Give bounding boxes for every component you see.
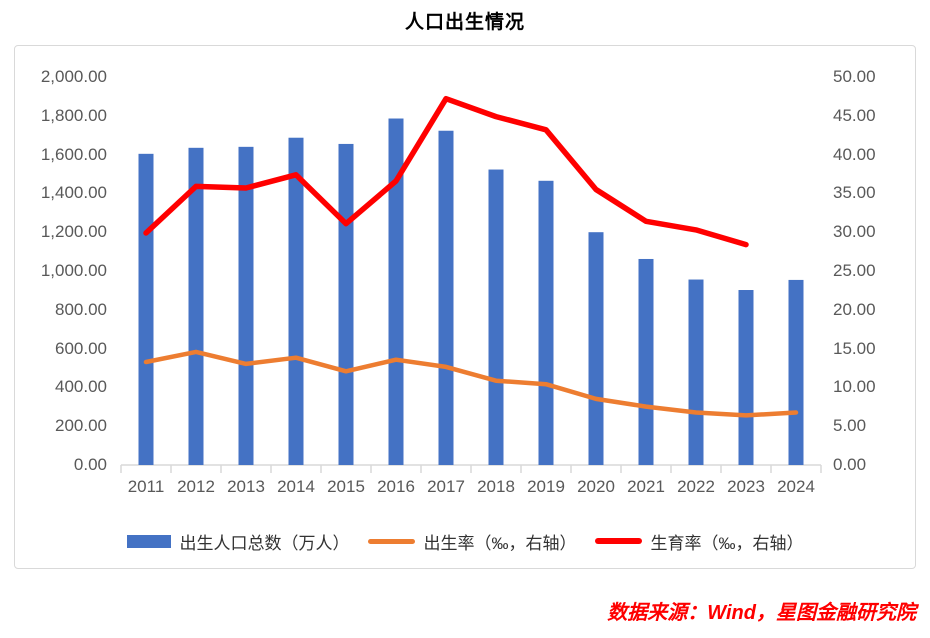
axis-tick-label: 15.00	[833, 338, 876, 358]
x-axis-year-label: 2022	[677, 477, 715, 496]
plot-area	[120, 95, 822, 473]
axis-tick-label: 600.00	[55, 338, 107, 358]
x-axis-year-label: 2011	[127, 477, 165, 496]
legend-item-births: 出生人口总数（万人）	[126, 529, 350, 554]
axis-tick-label: 400.00	[55, 377, 107, 397]
births-bar-swatch-icon	[126, 534, 171, 548]
legend-label-births: 出生人口总数（万人）	[179, 533, 350, 553]
x-axis-year-label: 2020	[577, 477, 615, 496]
bar-births	[688, 279, 704, 465]
axis-tick-label: 45.00	[833, 105, 876, 125]
birth-rate-line-swatch-icon	[367, 538, 415, 544]
axis-tick-label: 1,200.00	[40, 222, 107, 242]
axis-tick-label: 30.00	[833, 222, 876, 242]
x-axis-year-label: 2021	[627, 477, 665, 496]
bar-births	[788, 279, 804, 465]
legend-label-birth-rate: 出生率（‰，右轴）	[423, 533, 577, 553]
bar-births	[588, 232, 604, 465]
x-axis-year-label: 2019	[527, 477, 565, 496]
legend-item-fertility-rate: 生育率（‰，右轴）	[594, 529, 804, 554]
bar-births	[438, 130, 454, 465]
bar-births	[638, 258, 654, 465]
axis-tick-label: 2,000.00	[40, 67, 107, 86]
axis-tick-label: 1,000.00	[40, 261, 107, 280]
x-axis-year-label: 2024	[777, 477, 815, 496]
x-axis-year-label: 2017	[427, 477, 465, 496]
axis-tick-label: 800.00	[55, 299, 107, 319]
axis-tick-label: 40.00	[833, 144, 876, 164]
axis-tick-label: 200.00	[55, 416, 107, 436]
bar-births	[338, 143, 354, 465]
x-axis-year-label: 2015	[327, 477, 365, 496]
axis-tick-label: 35.00	[833, 183, 876, 203]
chart-title: 人口出生情况	[404, 12, 525, 33]
x-axis-year-label: 2012	[177, 477, 215, 496]
birth-rate-line	[143, 349, 799, 418]
bar-births	[138, 153, 154, 465]
x-axis-year-label: 2016	[377, 477, 415, 496]
legend: 出生人口总数（万人） 出生率（‰，右轴） 生育率（‰，右轴）	[15, 528, 915, 554]
source-note: 数据来源：Wind，星图金融研究院	[607, 602, 916, 624]
bar-births	[388, 118, 404, 466]
x-axis-year-label: 2023	[727, 477, 765, 496]
fertility-rate-line-swatch-icon	[594, 538, 642, 544]
fertility-rate-line	[143, 95, 749, 248]
bar-births	[488, 169, 504, 465]
x-axis-year-label: 2018	[477, 477, 515, 496]
axis-tick-label: 0.00	[73, 455, 107, 474]
axis-tick-label: 50.00	[833, 67, 876, 86]
bar-births	[738, 290, 754, 465]
legend-label-fertility-rate: 生育率（‰，右轴）	[650, 533, 804, 553]
legend-item-birth-rate: 出生率（‰，右轴）	[367, 529, 577, 554]
bar-births	[188, 147, 204, 465]
axis-tick-label: 25.00	[833, 261, 876, 280]
axis-tick-label: 1,400.00	[40, 183, 107, 203]
axis-tick-label: 0.00	[833, 455, 867, 474]
axis-tick-label: 10.00	[833, 377, 876, 397]
chart-area: 0.00 200.00 400.00 600.00 800.00 1,000.00 1,20…	[14, 45, 916, 569]
axis-tick-label: 5.00	[833, 416, 867, 436]
bar-births	[238, 146, 254, 465]
x-axis-year-label: 2014	[277, 477, 315, 496]
x-axis-year-label: 2013	[227, 477, 265, 496]
axis-tick-label: 1,800.00	[40, 105, 107, 125]
axis-tick-label: 20.00	[833, 299, 876, 319]
bar-births	[538, 180, 554, 465]
axis-tick-label: 1,600.00	[40, 144, 107, 164]
bar-births	[288, 137, 304, 466]
